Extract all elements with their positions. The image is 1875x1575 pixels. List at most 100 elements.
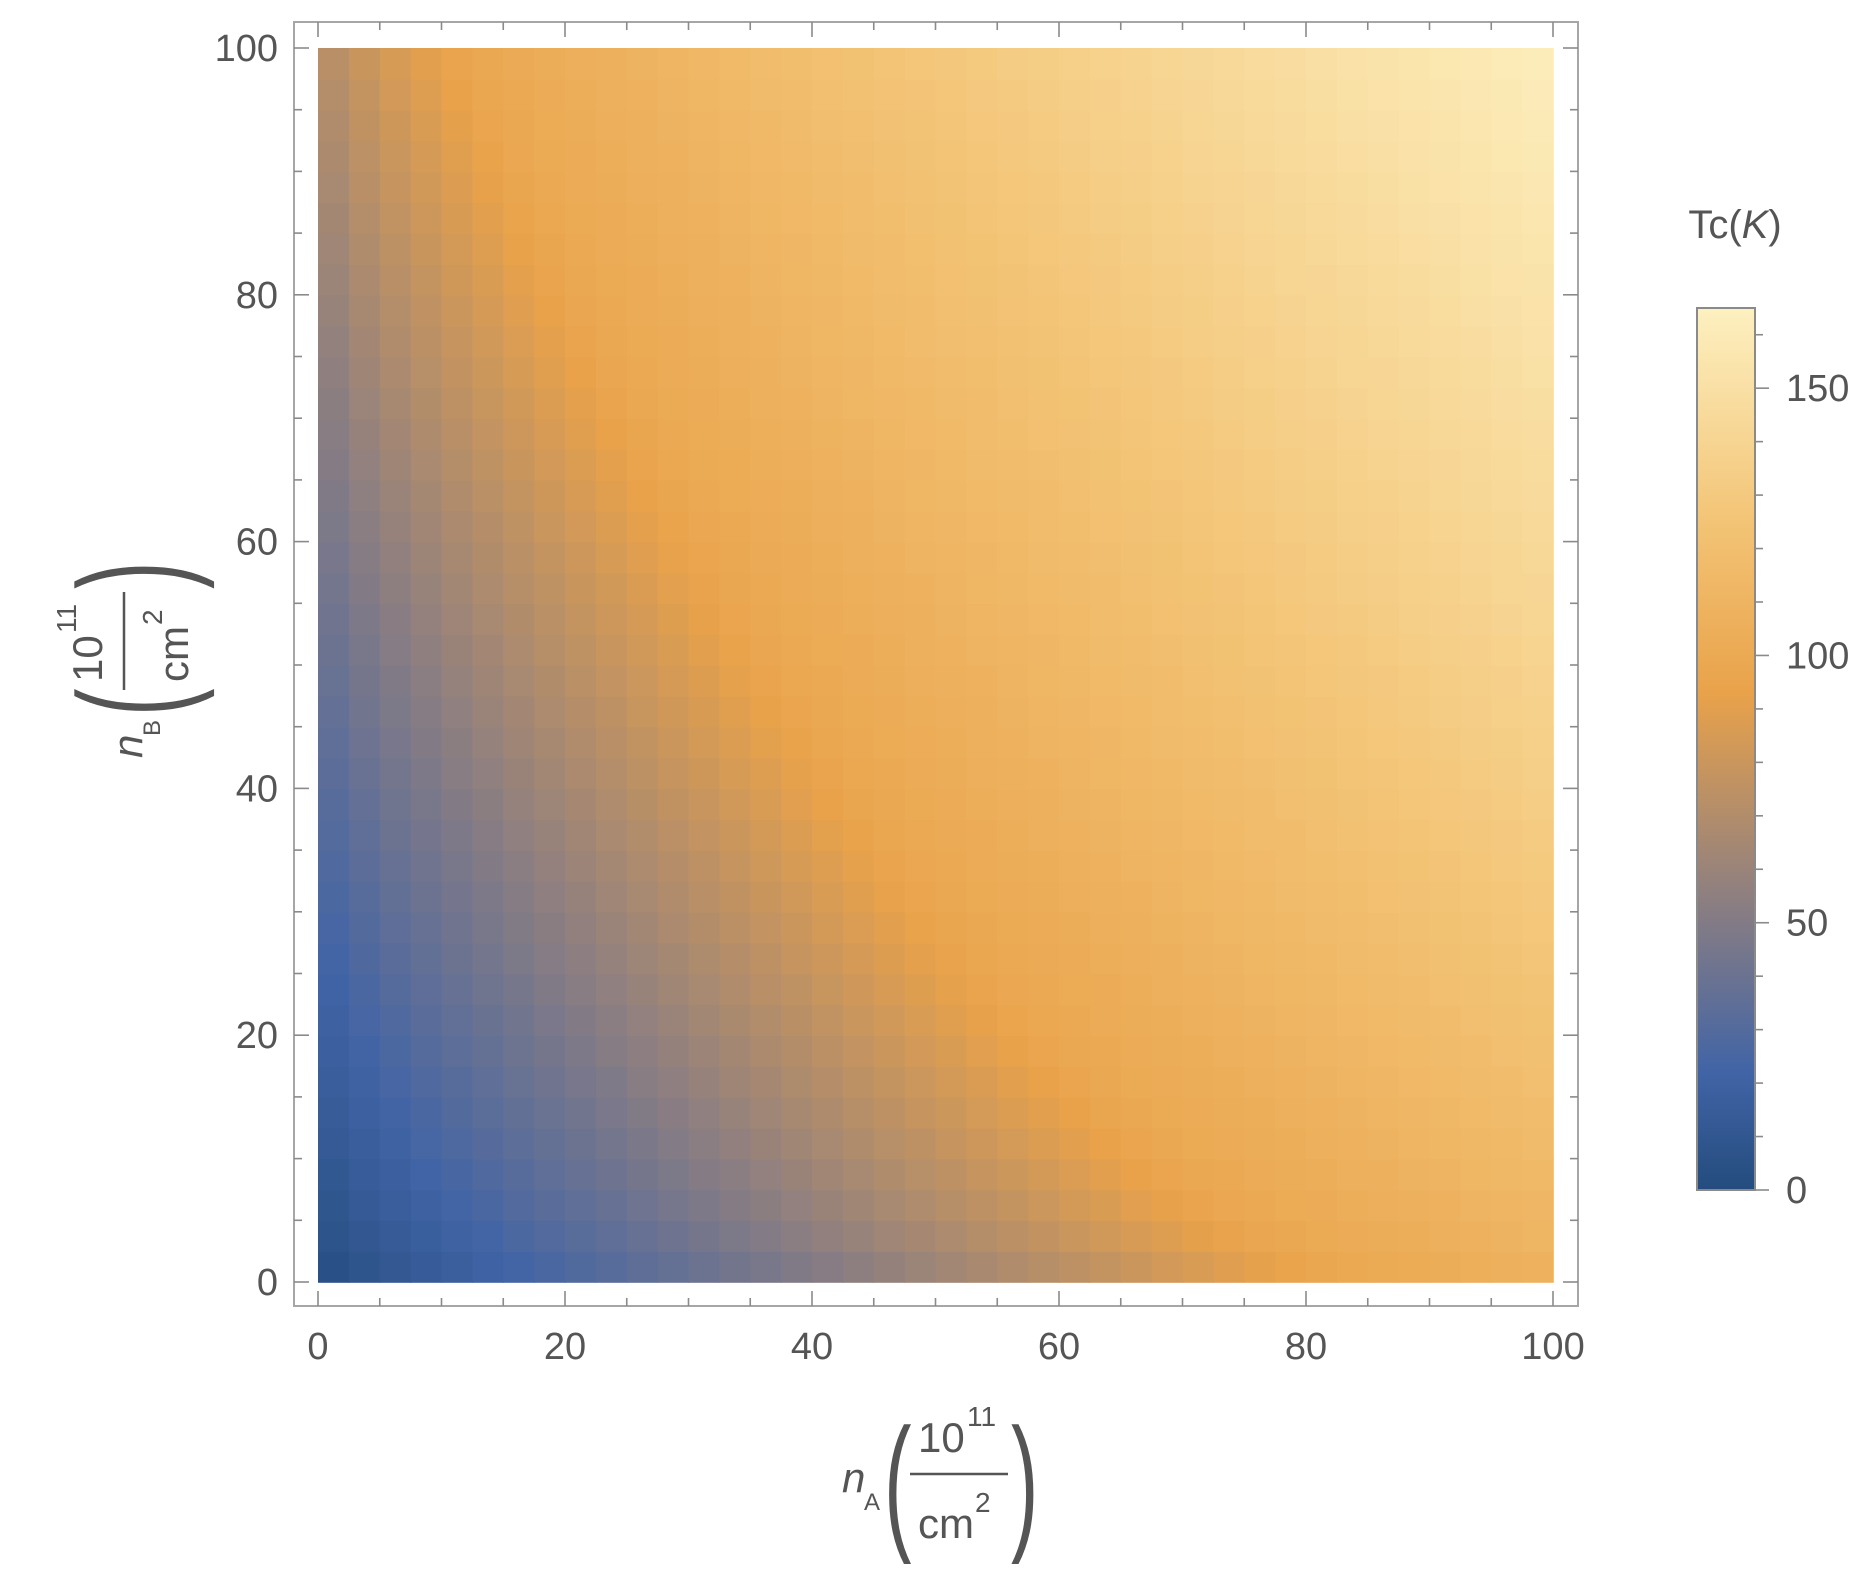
- heatmap-cell: [595, 1004, 628, 1036]
- heatmap-cell: [441, 233, 474, 265]
- heatmap-cell: [1306, 819, 1338, 851]
- heatmap-cell: [812, 973, 844, 1006]
- heatmap-cell: [719, 356, 752, 389]
- heatmap-cell: [1089, 788, 1122, 821]
- heatmap-cell: [503, 202, 535, 234]
- heatmap-cell: [379, 603, 412, 635]
- heatmap-cell: [626, 973, 659, 1006]
- heatmap-cell: [1275, 788, 1307, 821]
- heatmap-cell: [441, 387, 474, 419]
- heatmap-cell: [1275, 1251, 1307, 1283]
- heatmap-cell: [441, 356, 474, 389]
- heatmap-cell: [410, 665, 443, 697]
- heatmap-cell: [410, 942, 443, 975]
- x-axis-tick-labels: 0 20 40 60 80 100: [307, 1326, 1584, 1368]
- heatmap-cell: [565, 233, 597, 265]
- colorbar-tick-label: 100: [1786, 635, 1849, 677]
- heatmap-cell: [1059, 1251, 1091, 1283]
- heatmap-cell: [688, 541, 721, 574]
- heatmap-cell: [842, 387, 875, 419]
- heatmap-cell: [781, 911, 813, 944]
- heatmap-cell: [904, 510, 937, 543]
- heatmap-cell: [1306, 1066, 1338, 1098]
- heatmap-cell: [1120, 1158, 1153, 1191]
- heatmap-cell: [750, 1220, 782, 1252]
- heatmap-cell: [441, 788, 474, 821]
- heatmap-cell: [1120, 1066, 1153, 1098]
- heatmap-cell: [1151, 171, 1184, 204]
- heatmap-cell: [657, 510, 690, 543]
- heatmap-cell: [534, 1220, 566, 1252]
- heatmap-cell: [626, 911, 659, 944]
- heatmap-cell: [1213, 479, 1246, 512]
- heatmap-cell: [657, 1158, 690, 1191]
- heatmap-cell: [1336, 109, 1369, 142]
- y-tick-label: 80: [236, 275, 278, 317]
- heatmap-cell: [781, 1066, 813, 1098]
- heatmap-cell: [1367, 634, 1400, 666]
- heatmap-cell: [719, 788, 752, 821]
- heatmap-cell: [410, 263, 443, 296]
- heatmap-cell: [1028, 1096, 1060, 1129]
- heatmap-cell: [966, 1066, 999, 1098]
- heatmap-cell: [1182, 510, 1215, 543]
- heatmap-cell: [472, 788, 505, 821]
- heatmap-cell: [1213, 325, 1246, 358]
- heatmap-cell: [565, 973, 597, 1006]
- heatmap-cell: [1028, 665, 1060, 697]
- heatmap-cell: [1244, 1251, 1276, 1283]
- heatmap-cell: [1336, 695, 1369, 728]
- heatmap-cell: [1059, 880, 1091, 913]
- heatmap-cell: [997, 1127, 1029, 1160]
- heatmap-cell: [657, 325, 690, 358]
- heatmap-cell: [750, 510, 782, 543]
- heatmap-cell: [873, 665, 906, 697]
- heatmap-cell: [1460, 1035, 1493, 1067]
- heatmap-cell: [842, 1158, 875, 1191]
- heatmap-cell: [1367, 757, 1400, 790]
- heatmap-cell: [1491, 911, 1523, 944]
- heatmap-cell: [1306, 1096, 1338, 1129]
- heatmap-cell: [688, 171, 721, 204]
- heatmap-cell: [1336, 911, 1369, 944]
- heatmap-cell: [534, 78, 566, 111]
- heatmap-cell: [750, 325, 782, 358]
- heatmap-cell: [997, 757, 1029, 790]
- heatmap-cell: [1460, 1189, 1493, 1222]
- heatmap-cell: [904, 387, 937, 419]
- heatmap-cell: [1306, 726, 1338, 759]
- heatmap-cell: [1244, 1127, 1276, 1160]
- heatmap-cell: [595, 1096, 628, 1129]
- heatmap-cell: [1275, 819, 1307, 851]
- heatmap-cell: [842, 1004, 875, 1036]
- heatmap-cell: [379, 263, 412, 296]
- heatmap-cell: [997, 1251, 1029, 1283]
- heatmap-cell: [1244, 294, 1276, 327]
- heatmap-cell: [842, 634, 875, 666]
- heatmap-cell: [750, 695, 782, 728]
- heatmap-cell: [410, 634, 443, 666]
- heatmap-cell: [1367, 850, 1400, 882]
- heatmap-cell: [534, 603, 566, 635]
- heatmap-cell: [904, 911, 937, 944]
- heatmap-cell: [1059, 449, 1091, 481]
- heatmap-cell: [441, 1004, 474, 1036]
- heatmap-cell: [842, 263, 875, 296]
- heatmap-cell: [750, 819, 782, 851]
- heatmap-cell: [1460, 449, 1493, 481]
- heatmap-cell: [1151, 1220, 1184, 1252]
- heatmap-cell: [1491, 1220, 1523, 1252]
- heatmap-cell: [1182, 449, 1215, 481]
- heatmap-cell: [1429, 109, 1462, 142]
- heatmap-cell: [842, 1220, 875, 1252]
- heatmap-cell: [503, 572, 535, 605]
- heatmap-cell: [1275, 757, 1307, 790]
- heatmap-cell: [348, 48, 381, 80]
- heatmap-cell: [503, 942, 535, 975]
- heatmap-cell: [842, 479, 875, 512]
- heatmap-cell: [904, 294, 937, 327]
- heatmap-cell: [1429, 850, 1462, 882]
- heatmap-cell: [966, 294, 999, 327]
- heatmap-cell: [472, 942, 505, 975]
- heatmap-cell: [1429, 202, 1462, 234]
